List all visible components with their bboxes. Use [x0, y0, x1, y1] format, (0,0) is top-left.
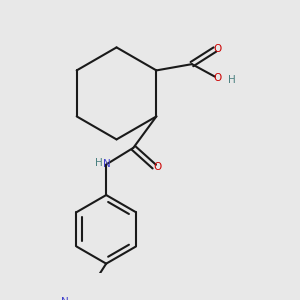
- Text: H: H: [228, 75, 236, 85]
- Text: O: O: [213, 73, 221, 82]
- Text: O: O: [153, 162, 161, 172]
- Text: N: N: [103, 159, 111, 169]
- Text: O: O: [213, 44, 221, 54]
- Text: H: H: [95, 158, 103, 168]
- Text: N: N: [61, 297, 69, 300]
